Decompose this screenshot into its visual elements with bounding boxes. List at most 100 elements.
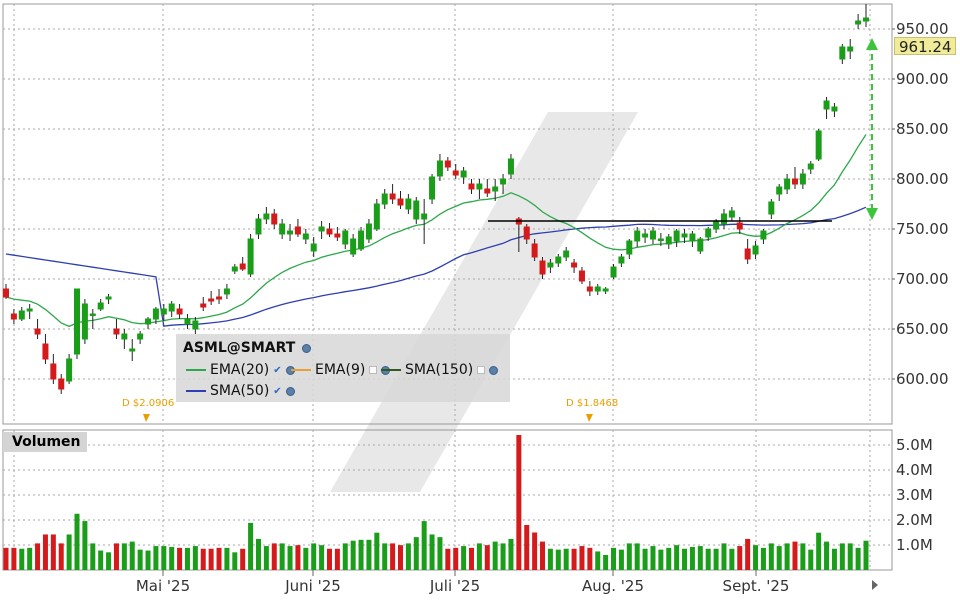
candle <box>239 257 246 271</box>
volume-bar <box>413 537 419 570</box>
volume-bar <box>469 547 475 570</box>
volume-bar <box>476 543 482 570</box>
candle <box>279 219 286 239</box>
volume-bar <box>579 546 585 570</box>
volume-bar <box>634 543 640 570</box>
volume-bar <box>729 548 735 570</box>
candle <box>413 197 420 224</box>
candle <box>318 221 325 239</box>
candle <box>586 281 593 296</box>
legend-item-sma150[interactable]: SMA(150) <box>381 362 499 378</box>
volume-bar <box>571 548 577 570</box>
y-tick-label: 700.00 <box>896 270 949 288</box>
watermark-logo <box>330 112 638 492</box>
candle <box>863 4 869 27</box>
volume-bar <box>366 539 372 570</box>
dividend-marker-1: D $2.0906 <box>122 398 174 422</box>
candle <box>184 314 191 329</box>
volume-bar <box>342 543 348 570</box>
y-tick-label: 650.00 <box>896 320 949 338</box>
candle <box>831 103 838 117</box>
volume-bar <box>839 543 845 570</box>
volume-bar <box>334 548 340 570</box>
ema9-swatch <box>291 369 311 371</box>
volume-bar <box>240 548 246 570</box>
volume-bar <box>437 537 443 570</box>
price-panel-frame <box>2 3 893 425</box>
volume-bar <box>177 547 183 570</box>
volume-bar <box>532 532 538 570</box>
candle <box>452 164 459 179</box>
projection-arrow <box>866 38 878 220</box>
candle <box>689 231 696 247</box>
volume-bar <box>784 543 790 570</box>
volume-bar <box>824 541 830 570</box>
candle <box>26 304 33 319</box>
volume-bar <box>492 541 498 570</box>
volume-bar <box>721 543 727 570</box>
volume-bar <box>129 541 135 570</box>
volume-bar <box>847 543 853 570</box>
legend-item-ema20[interactable]: EMA(20) ✔ <box>186 362 295 378</box>
ema20-line <box>5 134 867 328</box>
volume-bar <box>326 548 332 570</box>
check-icon[interactable]: ✔ <box>273 385 282 397</box>
volume-bar <box>113 543 119 570</box>
volume-bar <box>311 543 317 570</box>
candle <box>492 179 499 201</box>
volume-bar <box>350 540 356 570</box>
candle <box>113 319 120 339</box>
volume-bar <box>216 547 222 570</box>
volume-bar <box>768 543 774 570</box>
last-price-tag: 961.24 <box>894 37 956 56</box>
candle <box>602 287 609 294</box>
volume-bar <box>484 545 490 570</box>
checkbox-icon[interactable] <box>477 366 486 374</box>
candle <box>523 224 530 244</box>
volume-bar <box>563 548 569 570</box>
volume-bar <box>374 532 380 570</box>
volume-bar <box>713 548 719 570</box>
volume-tick-label: 2.0M <box>896 511 933 529</box>
svg-text:D $2.0906: D $2.0906 <box>122 398 174 409</box>
settings-icon[interactable] <box>489 365 499 375</box>
volume-bar <box>90 543 96 570</box>
x-tick-label: Sept. '25 <box>723 577 790 595</box>
indicator-legend: ASML@SMART EMA(20) ✔ EMA(9) SMA(150) SMA… <box>176 334 510 402</box>
settings-icon[interactable] <box>285 386 295 396</box>
volume-bar <box>658 549 664 570</box>
volume-bar <box>390 543 396 570</box>
candle <box>389 184 396 204</box>
checkbox-icon[interactable] <box>369 366 378 374</box>
candle <box>500 174 507 194</box>
volume-bar <box>445 548 451 570</box>
candle <box>18 307 25 321</box>
settings-icon[interactable] <box>302 344 311 353</box>
y-tick-label: 850.00 <box>896 120 949 138</box>
candle <box>815 129 822 161</box>
candle <box>81 299 88 344</box>
candle <box>752 241 759 259</box>
candle <box>97 299 104 311</box>
legend-item-sma50[interactable]: SMA(50) ✔ <box>186 383 295 399</box>
candle <box>216 289 223 304</box>
legend-item-ema9[interactable]: EMA(9) <box>291 362 391 378</box>
volume-bar <box>753 545 759 570</box>
candle <box>539 257 546 279</box>
volume-bar <box>603 555 609 570</box>
candle <box>200 297 207 311</box>
candle <box>571 259 578 273</box>
volume-bar <box>319 545 325 570</box>
check-icon[interactable]: ✔ <box>273 364 282 376</box>
candle <box>839 44 846 64</box>
volume-bar <box>816 532 822 570</box>
volume-bar <box>27 547 33 570</box>
candle <box>350 234 357 257</box>
volume-bar <box>208 548 214 570</box>
scroll-right-icon[interactable] <box>872 580 878 590</box>
volume-bar <box>540 541 546 570</box>
candle <box>58 374 65 394</box>
candle <box>10 309 17 324</box>
svg-text:D $1.8468: D $1.8468 <box>566 398 618 409</box>
